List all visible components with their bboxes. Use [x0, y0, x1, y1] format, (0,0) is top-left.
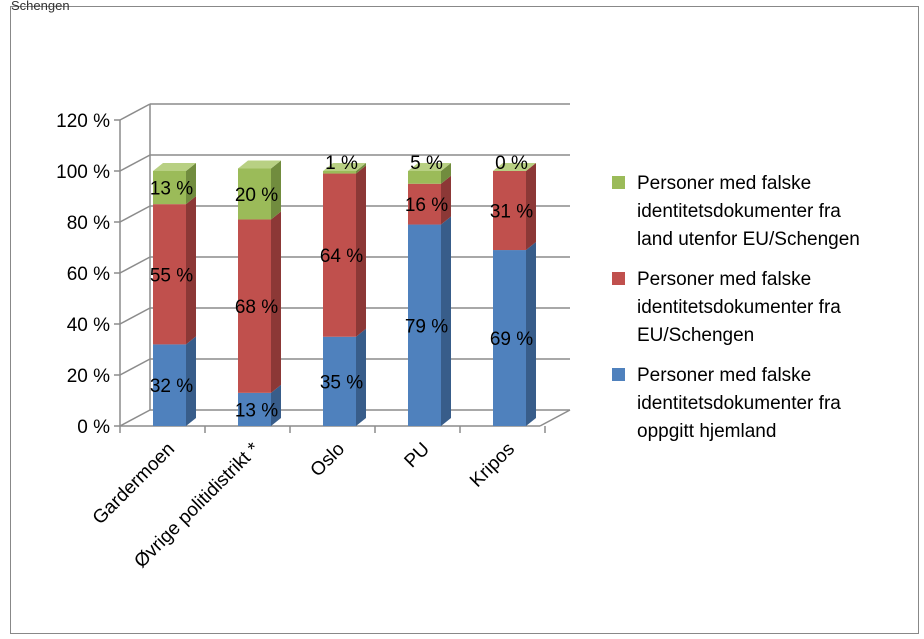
data-label: 13 % [235, 400, 278, 421]
y-tick-label: 60 % [67, 264, 110, 285]
data-label: 32 % [150, 376, 193, 397]
bar-segment [153, 344, 186, 426]
legend-swatch-red [612, 272, 625, 285]
category-label: PU [401, 439, 435, 473]
bar-segment [408, 171, 441, 184]
y-tick-label: 120 % [56, 111, 110, 132]
category-label: Oslo [307, 439, 349, 481]
bar-segment [153, 204, 186, 345]
y-tick-label: 40 % [67, 315, 110, 336]
bar-side [526, 163, 536, 251]
bar-segment [238, 392, 271, 426]
legend-swatch-blue [612, 368, 625, 381]
gridline-diagonal [119, 103, 151, 121]
bar-side [356, 328, 366, 426]
legend-label-home-country: Personer med falske identitetsdokumenter… [637, 365, 841, 442]
bar-top [153, 163, 196, 171]
legend-label-eu-schengen: Personer med falske identitetsdokumenter… [637, 269, 841, 346]
data-label: 64 % [320, 246, 363, 267]
gridline-diagonal [119, 256, 151, 274]
data-label: 55 % [150, 265, 193, 286]
legend-swatch-green [612, 176, 625, 189]
data-label: 31 % [490, 202, 533, 223]
legend: Personer med falske identitetsdokumenter… [612, 170, 912, 458]
legend-item-eu-schengen: Personer med falske identitetsdokumenter… [612, 266, 912, 350]
floor-right-edge [539, 409, 571, 427]
data-label: 20 % [235, 185, 278, 206]
category-label: Gardermoen [89, 439, 179, 529]
bar-side [186, 163, 196, 205]
bar-top [323, 163, 366, 171]
data-label: 16 % [405, 195, 448, 216]
bar-side [441, 163, 451, 184]
data-label: 1 % [325, 153, 358, 174]
bar-top [238, 160, 281, 169]
data-label: 79 % [405, 316, 448, 337]
bar-segment [238, 219, 271, 393]
gridline-diagonal [119, 409, 151, 427]
bar-side [441, 216, 451, 426]
data-label: 5 % [410, 153, 443, 174]
bar-segment [323, 336, 356, 426]
bar-top [408, 163, 451, 171]
gridline-diagonal [119, 205, 151, 223]
bar-segment [323, 173, 356, 337]
y-tick-label: 0 % [77, 417, 110, 438]
y-tick-label: 20 % [67, 366, 110, 387]
bar-side [186, 196, 196, 345]
bar-side [271, 160, 281, 220]
legend-item-home-country: Personer med falske identitetsdokumenter… [612, 362, 912, 446]
y-tick-label: 100 % [56, 162, 110, 183]
legend-item-outside-eu: Personer med falske identitetsdokumenter… [612, 170, 912, 254]
bar-segment [323, 171, 356, 174]
chart-caption: Schengen [11, 0, 70, 13]
y-tick-label: 80 % [67, 213, 110, 234]
bar-segment [493, 171, 526, 251]
gridline-diagonal [119, 358, 151, 376]
bar-side [186, 336, 196, 426]
gridline-diagonal [119, 154, 151, 172]
data-label: 0 % [495, 153, 528, 174]
bar-side [441, 175, 451, 225]
gridline-diagonal [119, 307, 151, 325]
bar-side [526, 242, 536, 426]
data-label: 69 % [490, 329, 533, 350]
bar-side [356, 163, 366, 174]
bar-side [271, 211, 281, 393]
bar-side [271, 384, 281, 426]
data-label: 68 % [235, 297, 278, 318]
category-label: Kripos [466, 439, 519, 492]
bar-segment [238, 168, 271, 220]
bar-segment [408, 183, 441, 225]
bar-segment [408, 224, 441, 426]
legend-label-outside-eu: Personer med falske identitetsdokumenter… [637, 173, 860, 250]
data-label: 35 % [320, 372, 363, 393]
bar-segment [153, 171, 186, 205]
bar-side [356, 165, 366, 337]
bar-top [493, 163, 536, 171]
data-label: 13 % [150, 179, 193, 200]
bar-segment [493, 250, 526, 426]
